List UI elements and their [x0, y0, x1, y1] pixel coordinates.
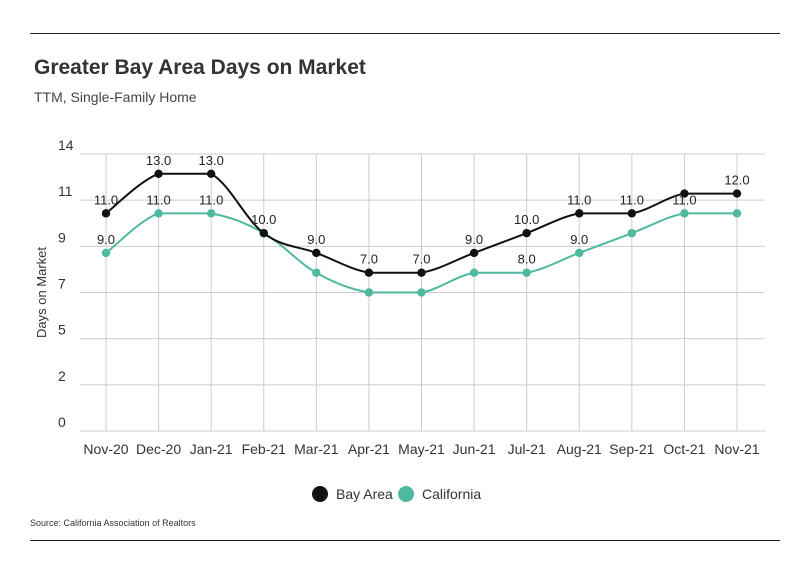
- x-tick-label: Nov-21: [714, 441, 759, 457]
- california-point: [469, 268, 479, 277]
- california-point: [101, 248, 111, 258]
- bay-area-data-label: 11.0: [620, 192, 644, 207]
- x-tick-label: Dec-20: [136, 441, 181, 457]
- bay-area-data-label: 13.0: [199, 153, 224, 168]
- series-layer: [101, 169, 742, 297]
- california-point: [627, 228, 637, 238]
- bay-area-data-label: 7.0: [360, 252, 378, 267]
- bay-area-point: [627, 209, 637, 218]
- california-data-label: 9.0: [570, 232, 588, 247]
- bay-area-data-label: 12.0: [724, 173, 749, 188]
- bay-area-point: [575, 209, 584, 218]
- california-point: [522, 268, 531, 277]
- legend-label-california: California: [422, 486, 481, 502]
- bay-area-point: [364, 268, 374, 277]
- bay-area-data-label: 9.0: [465, 232, 483, 247]
- bay-area-point: [206, 169, 216, 178]
- legend-marker-california: [398, 486, 414, 502]
- california-data-label: 9.0: [97, 232, 115, 247]
- bay-area-point: [312, 248, 321, 258]
- bay-area-data-label: 10.0: [251, 212, 276, 227]
- x-tick-label: Apr-21: [348, 441, 390, 457]
- axis-layer: 0 2 5 7 9 11 14 Nov-20 Dec-20 Jan-21 Feb-21 Mar-21 A…: [34, 137, 760, 457]
- x-tick-label: Jul-21: [508, 441, 546, 457]
- chart-subtitle: TTM, Single-Family Home: [34, 89, 197, 105]
- california-point: [417, 288, 426, 297]
- california-point: [154, 209, 163, 218]
- bay-area-point: [154, 169, 163, 178]
- x-tick-label: Jan-21: [190, 441, 233, 457]
- california-point: [206, 209, 216, 218]
- data-label-layer: 9.0 11.0 11.0 8.0 9.0 11.0 11.0 13.0 13.0 10.0 9.0…: [94, 153, 750, 267]
- bay-area-data-label: 13.0: [146, 153, 171, 168]
- x-tick-label: Jun-21: [453, 441, 496, 457]
- bay-area-data-label: 7.0: [412, 252, 430, 267]
- chart-title: Greater Bay Area Days on Market: [34, 56, 366, 79]
- california-data-label: 11.0: [199, 192, 223, 207]
- x-tick-label: Nov-20: [83, 441, 128, 457]
- x-tick-label: Sep-21: [609, 441, 654, 457]
- bay-area-data-label: 11.0: [94, 192, 118, 207]
- legend: Bay Area California: [312, 486, 481, 502]
- x-tick-label: Oct-21: [663, 441, 705, 457]
- bay-area-point: [417, 268, 426, 277]
- bay-area-point: [259, 228, 268, 238]
- x-tick-label: Aug-21: [557, 441, 602, 457]
- california-point: [680, 209, 689, 218]
- bay-area-data-label: 9.0: [307, 232, 325, 247]
- california-point: [312, 268, 321, 277]
- california-data-label: 11.0: [672, 192, 696, 207]
- california-point: [575, 248, 584, 258]
- x-tick-label: Feb-21: [242, 441, 287, 457]
- california-data-label: 8.0: [518, 252, 536, 267]
- legend-marker-bay-area: [312, 486, 328, 502]
- grid-layer: [80, 153, 765, 432]
- y-tick-label: 9: [58, 229, 66, 245]
- bay-area-point: [101, 209, 111, 218]
- bottom-rule: [30, 540, 780, 541]
- y-tick-label: 14: [58, 137, 74, 153]
- top-rule: [30, 33, 780, 34]
- bay-area-data-label: 10.0: [514, 212, 539, 227]
- source-note: Source: California Association of Realto…: [30, 518, 196, 528]
- y-tick-label: 2: [58, 368, 66, 384]
- y-tick-label: 11: [58, 183, 73, 199]
- x-tick-label: May-21: [398, 441, 445, 457]
- bay-area-data-label: 11.0: [567, 192, 591, 207]
- legend-label-bay-area: Bay Area: [336, 486, 393, 502]
- y-tick-label: 7: [58, 276, 66, 292]
- bay-area-point: [522, 228, 531, 238]
- bay-area-point: [680, 189, 689, 198]
- california-data-label: 11.0: [146, 192, 170, 207]
- bay-area-point: [732, 189, 742, 198]
- y-tick-label: 5: [58, 322, 66, 338]
- y-axis-label: Days on Market: [34, 247, 49, 338]
- bay-area-point: [469, 248, 479, 258]
- y-tick-label: 0: [58, 414, 66, 430]
- california-point: [732, 209, 742, 218]
- x-tick-label: Mar-21: [294, 441, 339, 457]
- california-point: [364, 288, 374, 297]
